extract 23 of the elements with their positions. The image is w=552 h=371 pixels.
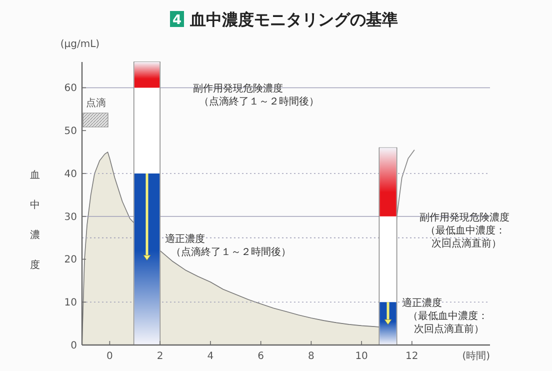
y-tick-label: 50 [64, 126, 77, 138]
text: 血中濃度 [30, 170, 40, 271]
x-tick-label: 2 [156, 351, 164, 362]
x-tick-label: 4 [207, 351, 214, 362]
x-tick-label: 10 [355, 351, 368, 362]
annotation: 点滴 [86, 97, 106, 109]
text: (μg/mL) [60, 39, 100, 50]
annotation: 適正濃度（最低血中濃度：次回点滴直前） [402, 297, 488, 336]
x-axis-title: (時間) [462, 350, 490, 362]
annotation: 副作用発現危険濃度（最低血中濃度：次回点滴直前） [419, 211, 510, 250]
y-tick-label: 0 [70, 340, 77, 352]
annotation: 適正濃度（点滴終了１～２時間後） [165, 232, 292, 258]
y-tick-label: 40 [64, 168, 77, 180]
title: 4 血中濃度モニタリングの基準 [170, 10, 398, 29]
annotation: 副作用発現危険濃度（点滴終了１～２時間後） [192, 82, 319, 108]
x-tick-label: 12 [406, 351, 418, 362]
y-tick-label: 10 [64, 298, 77, 309]
x-tick-label: 0 [106, 351, 113, 362]
y-tick-label: 20 [64, 254, 77, 266]
x-tick-label: 6 [258, 351, 264, 362]
y-tick-label: 30 [64, 212, 77, 223]
y-tick-label: 60 [64, 83, 77, 94]
x-tick-label: 8 [308, 351, 314, 362]
